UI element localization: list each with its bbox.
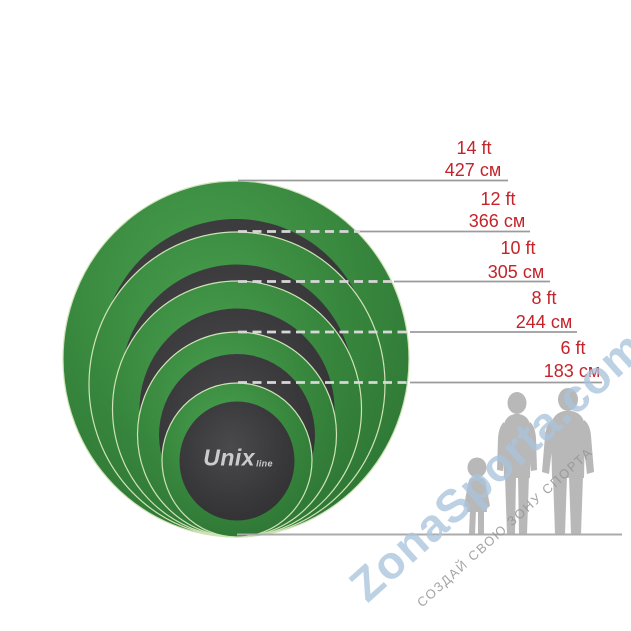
man-silhouette: [542, 388, 594, 534]
size-label-366cm: 366 см: [468, 211, 526, 231]
size-label-10ft: 10 ft: [500, 238, 536, 258]
size-label-427cm: 427 см: [444, 160, 502, 180]
trampoline-stack: [62, 180, 410, 538]
unix-logo-suffix: line: [256, 458, 273, 469]
size-label-183cm: 183 см: [543, 361, 601, 381]
size-label-14ft: 14 ft: [456, 138, 492, 158]
size-label-12ft: 12 ft: [480, 189, 516, 209]
size-label-6ft: 6 ft: [560, 338, 586, 358]
family-silhouettes: [464, 388, 594, 534]
trampoline-6ft-mat: [179, 401, 295, 521]
size-leader-lines: [238, 179, 602, 384]
size-label-8ft: 8 ft: [531, 288, 557, 308]
unix-logo-name: Unix: [203, 444, 256, 471]
unix-logo: Unix line: [203, 444, 273, 471]
child-silhouette: [464, 457, 490, 534]
size-label-305cm: 305 см: [487, 262, 545, 282]
size-label-244cm: 244 см: [515, 312, 573, 332]
woman-silhouette: [497, 392, 537, 534]
